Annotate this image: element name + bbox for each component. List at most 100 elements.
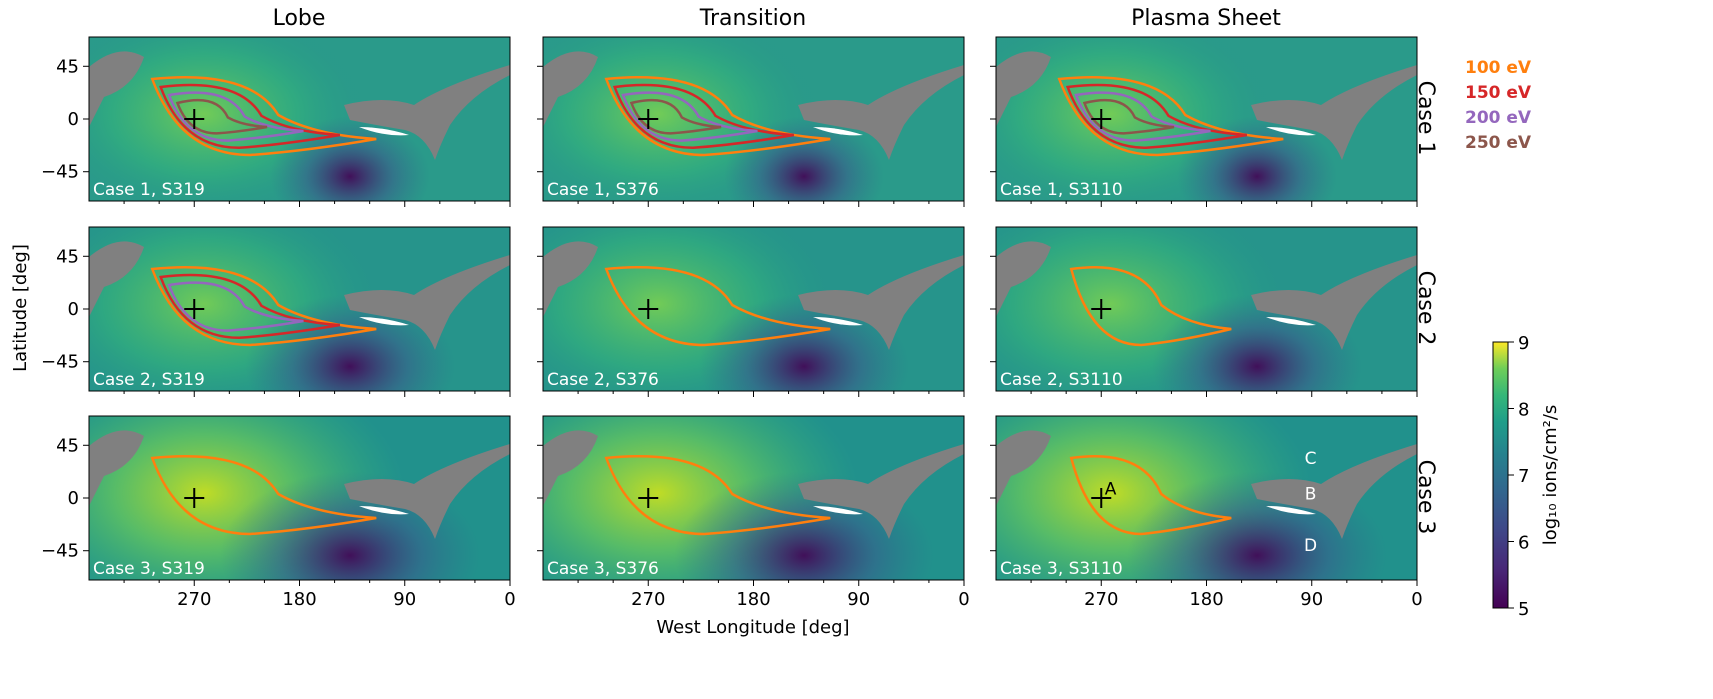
shadow-region — [359, 317, 409, 326]
colorbar-tick-label: 6 — [1518, 533, 1529, 554]
legend-250ev: 250 eV — [1465, 133, 1532, 153]
contour-line-200ev — [167, 91, 304, 142]
shadow-region — [813, 506, 863, 515]
feature-label-a: A — [1105, 480, 1117, 500]
contour-line-100ev — [604, 454, 831, 536]
contour-line-100ev — [604, 265, 831, 347]
y-tick-label: 45 — [56, 56, 79, 77]
contour-line-100ev — [150, 75, 377, 157]
shadow-region — [344, 65, 510, 160]
colorbar-ticks: 5 6 7 8 9 — [1508, 333, 1529, 620]
contour-line-250ev — [629, 98, 722, 135]
x-tick-label: 90 — [1300, 589, 1323, 610]
panel-label: Case 3, S319 — [93, 559, 205, 579]
contour-line-100ev — [150, 265, 377, 347]
contour-line-100ev — [604, 75, 831, 157]
shadow-region — [359, 127, 409, 136]
shadow-region — [359, 506, 409, 515]
contour-line-150ev — [158, 83, 341, 150]
map-panel: Case 1, S3110 — [990, 36, 1418, 207]
shadow-region — [89, 430, 144, 506]
colorbar: 5 6 7 8 9 log₁₀ ions/cm²/s — [1492, 333, 1561, 620]
shadow-region — [344, 255, 510, 350]
row-label-case-3: Case 3 — [1413, 460, 1438, 535]
shadow-region — [813, 317, 863, 326]
feature-label-d: D — [1304, 536, 1317, 556]
x-tick-label: 180 — [736, 589, 770, 610]
legend-150ev: 150 eV — [1465, 83, 1532, 103]
x-tick-label: 90 — [393, 589, 416, 610]
x-tick-label: 0 — [504, 589, 515, 610]
shadow-region — [1251, 444, 1417, 539]
row-label-case-1: Case 1 — [1413, 81, 1438, 156]
row-label-case-2: Case 2 — [1413, 271, 1438, 346]
shadow-region — [996, 430, 1051, 506]
y-tick-label: 0 — [68, 299, 79, 320]
y-tick-label: −45 — [41, 541, 79, 562]
map-panel: Case 3, S3110 270 180 90 0 — [990, 415, 1423, 610]
y-tick-label: −45 — [41, 162, 79, 183]
shadow-region — [996, 241, 1051, 317]
contour-line-150ev — [1065, 83, 1248, 150]
colorbar-tick-label: 9 — [1518, 333, 1529, 354]
shadow-region — [798, 65, 964, 160]
shadow-region — [1266, 127, 1316, 136]
x-tick-label: 270 — [631, 589, 665, 610]
y-tick-label: 0 — [68, 109, 79, 130]
panel-grid: Case 1, S319 45 0 −45 Case 1, S376 Case 1, S3… — [41, 36, 1423, 610]
shadow-region — [996, 51, 1051, 127]
contour-line-250ev — [1082, 98, 1175, 135]
x-tick-label: 0 — [958, 589, 969, 610]
map-panel: Case 3, S319 270 180 90 0 45 0 −45 — [41, 415, 516, 610]
shadow-region — [89, 51, 144, 127]
panel-label: Case 2, S3110 — [1000, 370, 1123, 390]
map-panel: Case 1, S376 — [537, 36, 965, 207]
x-tick-label: 180 — [282, 589, 316, 610]
y-tick-label: 0 — [68, 488, 79, 509]
colorbar-label: log₁₀ ions/cm²/s — [1540, 405, 1561, 546]
panel-label: Case 3, S376 — [547, 559, 659, 579]
panel-label: Case 2, S376 — [547, 370, 659, 390]
colorbar-tick-label: 5 — [1518, 599, 1529, 620]
map-panel: Case 2, S376 — [537, 226, 965, 397]
shadow-region — [1266, 506, 1316, 515]
column-title-transition: Transition — [699, 6, 806, 31]
contour-line-100ev — [1057, 75, 1284, 157]
contour-line-100ev — [150, 454, 377, 536]
map-panel: Case 2, S3110 — [990, 226, 1418, 397]
x-tick-label: 0 — [1411, 589, 1422, 610]
contour-line-200ev — [167, 281, 304, 332]
x-axis-label: West Longitude [deg] — [656, 617, 849, 638]
panel-label: Case 1, S3110 — [1000, 180, 1123, 200]
legend-100ev: 100 eV — [1465, 58, 1532, 78]
shadow-region — [1251, 65, 1417, 160]
x-tick-label: 270 — [1084, 589, 1118, 610]
x-tick-label: 180 — [1189, 589, 1223, 610]
y-tick-label: −45 — [41, 352, 79, 373]
contour-line-100ev — [1069, 265, 1232, 347]
map-panel: Case 3, S376 270 180 90 0 — [537, 415, 970, 610]
shadow-region — [798, 255, 964, 350]
panel-label: Case 3, S3110 — [1000, 559, 1123, 579]
y-tick-label: 45 — [56, 246, 79, 267]
contour-line-200ev — [621, 91, 758, 142]
feature-label-c: C — [1305, 449, 1317, 469]
colorbar-tick-label: 8 — [1518, 400, 1529, 421]
panel-label: Case 1, S376 — [547, 180, 659, 200]
contour-line-100ev — [1069, 454, 1232, 536]
colorbar-gradient — [1492, 341, 1509, 609]
contour-line-150ev — [158, 273, 341, 340]
feature-label-b: B — [1305, 484, 1317, 504]
shadow-region — [89, 241, 144, 317]
x-tick-label: 270 — [177, 589, 211, 610]
shadow-region — [543, 430, 598, 506]
contour-line-250ev — [175, 98, 268, 135]
panel-label: Case 2, S319 — [93, 370, 205, 390]
column-title-plasma-sheet: Plasma Sheet — [1131, 6, 1281, 31]
shadow-region — [813, 127, 863, 136]
map-panel: Case 2, S319 45 0 −45 — [41, 226, 511, 397]
shadow-region — [1266, 317, 1316, 326]
shadow-region — [543, 51, 598, 127]
map-panel: Case 1, S319 45 0 −45 — [41, 36, 511, 207]
shadow-region — [543, 241, 598, 317]
